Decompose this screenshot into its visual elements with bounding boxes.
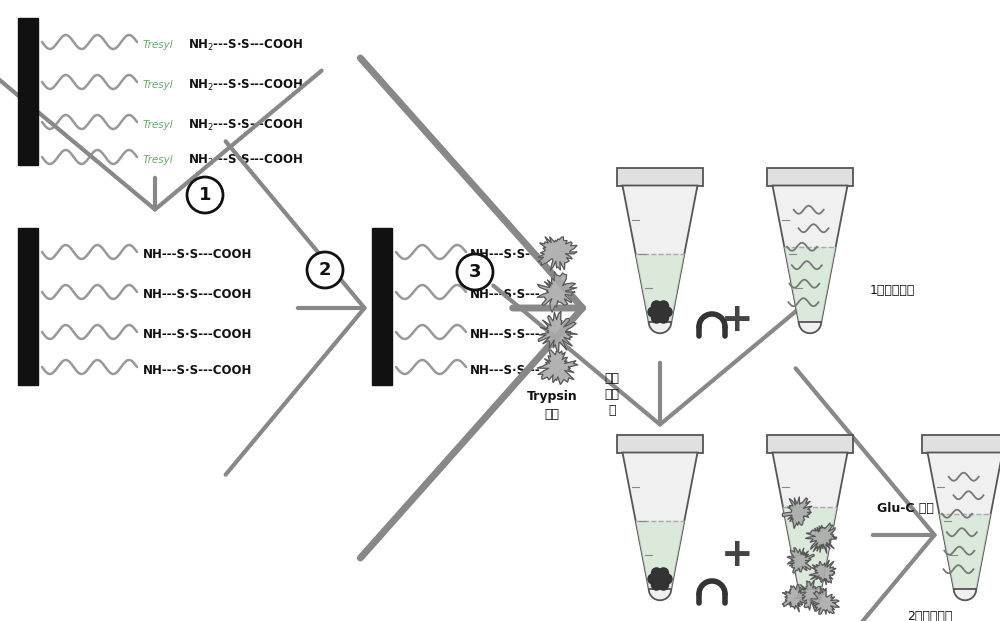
Polygon shape	[636, 254, 684, 322]
Circle shape	[662, 307, 672, 317]
Polygon shape	[636, 521, 684, 589]
Polygon shape	[806, 523, 837, 553]
Wedge shape	[649, 322, 671, 333]
Text: 3: 3	[469, 263, 481, 281]
Text: 1: 1	[199, 186, 211, 204]
Polygon shape	[772, 453, 848, 589]
Bar	[18, 18, 38, 165]
Polygon shape	[811, 588, 839, 614]
Text: NH$_2$---S·S---COOH: NH$_2$---S·S---COOH	[188, 117, 303, 132]
Polygon shape	[538, 237, 577, 271]
Circle shape	[652, 313, 662, 323]
Text: NH---S·S---COOH: NH---S·S---COOH	[143, 363, 252, 376]
Circle shape	[655, 307, 665, 317]
Wedge shape	[799, 322, 821, 333]
Polygon shape	[939, 514, 991, 589]
Circle shape	[655, 574, 665, 584]
Wedge shape	[799, 589, 821, 601]
Text: NH---S·S---COOH: NH---S·S---COOH	[143, 329, 252, 342]
Text: +: +	[721, 301, 753, 339]
Text: NH$_2$---S·S---COOH: NH$_2$---S·S---COOH	[188, 37, 303, 53]
Circle shape	[652, 580, 662, 590]
Text: Tresyl: Tresyl	[143, 155, 174, 165]
Polygon shape	[772, 186, 848, 322]
Text: +: +	[721, 536, 753, 574]
Circle shape	[457, 254, 493, 290]
Text: 还原
烷基
化: 还原 烷基 化	[604, 373, 620, 417]
Polygon shape	[795, 580, 825, 610]
Circle shape	[187, 177, 223, 213]
Polygon shape	[782, 584, 807, 612]
Circle shape	[307, 252, 343, 288]
Circle shape	[658, 301, 668, 311]
Circle shape	[658, 580, 668, 590]
Polygon shape	[767, 435, 853, 453]
Polygon shape	[617, 435, 703, 453]
Polygon shape	[782, 497, 812, 528]
Text: NH---S·S---: NH---S·S---	[470, 248, 541, 261]
Text: NH---S·S---COOH: NH---S·S---COOH	[143, 289, 252, 302]
Polygon shape	[787, 548, 814, 573]
Text: Tresyl: Tresyl	[143, 80, 174, 90]
Polygon shape	[783, 507, 837, 589]
Polygon shape	[767, 168, 853, 186]
Circle shape	[662, 574, 672, 584]
Text: NH---S·S---: NH---S·S---	[470, 329, 541, 342]
Circle shape	[652, 301, 662, 311]
Polygon shape	[537, 272, 577, 312]
Text: 2: 2	[319, 261, 331, 279]
Circle shape	[652, 568, 662, 578]
Text: NH---S·S---: NH---S·S---	[470, 363, 541, 376]
Circle shape	[658, 313, 668, 323]
Text: NH$_2$---S·S---COOH: NH$_2$---S·S---COOH	[188, 152, 303, 168]
Polygon shape	[784, 247, 836, 322]
Text: Tresyl: Tresyl	[143, 120, 174, 130]
Text: NH$_2$---S·S---COOH: NH$_2$---S·S---COOH	[188, 78, 303, 93]
Text: NH---S·S---: NH---S·S---	[470, 289, 541, 302]
Polygon shape	[922, 435, 1000, 453]
Circle shape	[648, 307, 658, 317]
Text: Trypsin: Trypsin	[527, 390, 577, 403]
Bar	[18, 228, 38, 385]
Text: 酶解: 酶解	[544, 408, 560, 421]
Polygon shape	[928, 453, 1000, 589]
Wedge shape	[954, 589, 976, 601]
Text: 2号肽段样品: 2号肽段样品	[907, 610, 953, 621]
Text: NH---S·S---COOH: NH---S·S---COOH	[143, 248, 252, 261]
Circle shape	[658, 568, 668, 578]
Polygon shape	[617, 168, 703, 186]
Polygon shape	[809, 560, 836, 585]
Text: Tresyl: Tresyl	[143, 40, 174, 50]
Text: Glu-C 酶解: Glu-C 酶解	[877, 502, 933, 515]
Bar	[372, 228, 392, 385]
Polygon shape	[622, 453, 698, 589]
Circle shape	[648, 574, 658, 584]
Polygon shape	[538, 311, 577, 351]
Polygon shape	[537, 350, 578, 384]
Polygon shape	[622, 186, 698, 322]
Wedge shape	[649, 589, 671, 601]
Text: 1号肽段样品: 1号肽段样品	[870, 284, 915, 296]
